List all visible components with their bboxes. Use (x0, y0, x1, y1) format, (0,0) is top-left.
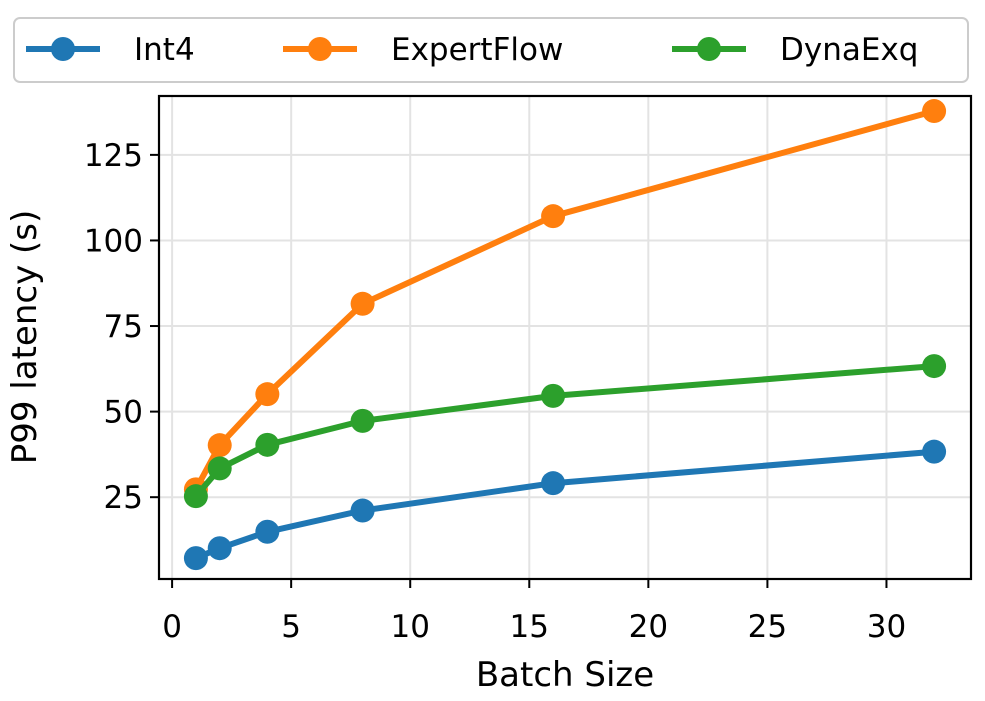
data-point (207, 456, 232, 481)
data-point (922, 439, 947, 464)
x-tick-label: 15 (510, 609, 549, 645)
x-tick-label: 5 (281, 609, 301, 645)
legend-label: Int4 (134, 32, 195, 68)
x-axis: 0 5 10 15 20 25 30 (162, 579, 906, 645)
data-point (255, 519, 280, 544)
data-point (350, 291, 375, 316)
data-point (183, 546, 208, 571)
x-tick-label: 0 (162, 609, 182, 645)
legend-swatch-marker (51, 37, 75, 61)
legend: Int4 ExpertFlow DynaExq (13, 17, 969, 83)
y-tick-label: 100 (84, 223, 143, 259)
data-point (350, 498, 375, 523)
legend-swatch-marker (697, 37, 721, 61)
series-dynaexq (183, 354, 947, 509)
plot-frame (157, 94, 973, 581)
x-tick-label: 25 (748, 609, 787, 645)
legend-item-int4: Int4 (26, 32, 195, 68)
data-point (922, 99, 947, 124)
data-point (541, 471, 566, 496)
series-layer (183, 99, 947, 571)
data-point (183, 484, 208, 509)
legend-label: DynaExq (780, 32, 918, 68)
y-axis-label: P99 latency (s) (5, 210, 45, 465)
y-axis: 25 50 75 100 125 (84, 138, 159, 516)
x-tick-label: 20 (629, 609, 668, 645)
data-point (350, 408, 375, 433)
data-point (255, 382, 280, 407)
data-point (922, 354, 947, 379)
series-int4 (183, 439, 947, 571)
data-point (541, 383, 566, 408)
y-tick-label: 25 (104, 480, 143, 516)
data-point (207, 536, 232, 561)
legend-label: ExpertFlow (391, 32, 563, 68)
data-point (207, 433, 232, 458)
data-point (255, 432, 280, 457)
x-tick-label: 10 (390, 609, 429, 645)
grid (159, 96, 971, 579)
y-tick-label: 125 (84, 138, 143, 174)
y-tick-label: 75 (104, 309, 143, 345)
legend-box (13, 17, 969, 83)
x-axis-label: Batch Size (476, 655, 654, 695)
legend-item-expertflow: ExpertFlow (283, 32, 563, 68)
y-tick-label: 50 (104, 395, 143, 431)
legend-items: Int4 ExpertFlow DynaExq (26, 32, 918, 68)
series-expertflow (183, 99, 947, 502)
data-point (541, 204, 566, 229)
x-tick-label: 30 (867, 609, 906, 645)
legend-swatch-marker (308, 37, 332, 61)
legend-item-dynaexq: DynaExq (672, 32, 918, 68)
